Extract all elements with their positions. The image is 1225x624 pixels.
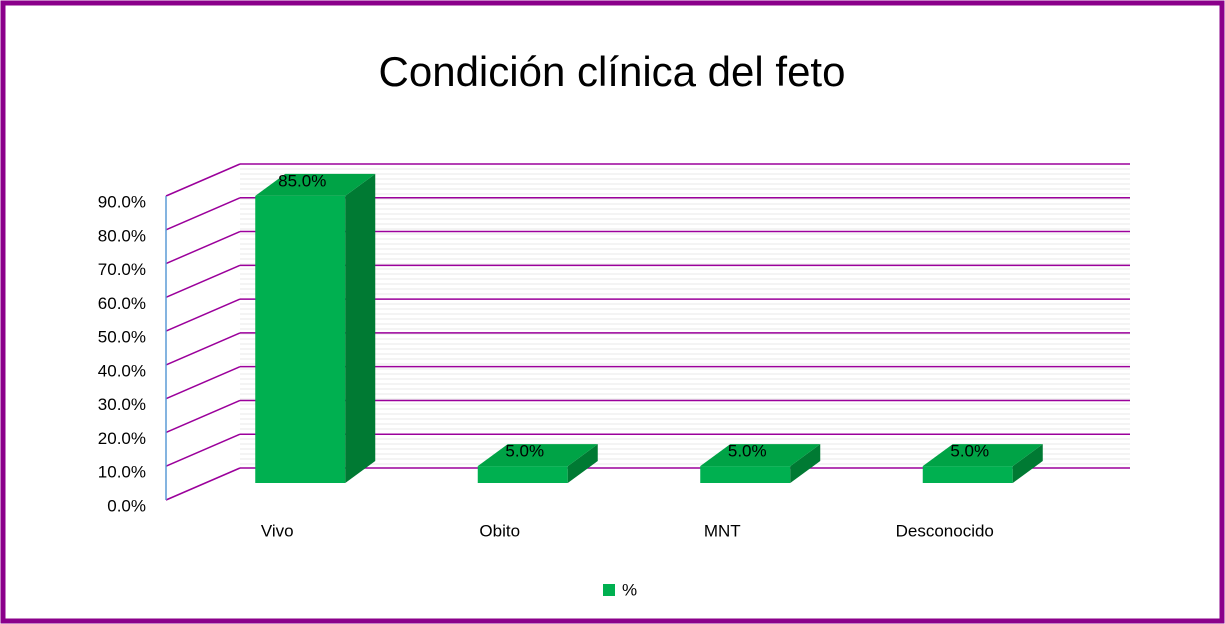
- y-tick-label: 40.0%: [98, 361, 146, 380]
- grid-line-side: [165, 298, 241, 332]
- grid-line-side: [165, 365, 241, 400]
- grid-line-side: [165, 332, 241, 366]
- x-tick-label: Vivo: [261, 521, 294, 540]
- grid-line-side: [165, 399, 241, 434]
- y-tick-label: 20.0%: [98, 429, 146, 448]
- y-tick-label: 60.0%: [98, 294, 146, 313]
- bar-top: [477, 444, 598, 467]
- y-tick-label: 70.0%: [98, 260, 146, 279]
- legend-label: %: [622, 580, 637, 599]
- grid-line-side: [165, 163, 241, 197]
- grid-line-side: [165, 264, 241, 299]
- grid-line-side: [165, 467, 241, 501]
- chart-title: Condición clínica del feto: [379, 48, 846, 95]
- bar-top: [922, 444, 1043, 467]
- y-tick-label: 50.0%: [98, 328, 146, 347]
- bar: [922, 466, 1013, 483]
- grid-line-side: [165, 433, 241, 467]
- grid-line-side: [165, 230, 241, 265]
- y-tick-label: 0.0%: [107, 496, 146, 515]
- bar-side: [345, 173, 376, 483]
- x-tick-label: Obito: [479, 521, 520, 540]
- bar: [255, 195, 346, 483]
- data-label: 85.0%: [278, 171, 326, 190]
- data-label: 5.0%: [728, 442, 767, 461]
- bar-top: [700, 444, 821, 467]
- y-tick-label: 80.0%: [98, 226, 146, 245]
- y-tick-label: 30.0%: [98, 395, 146, 414]
- x-tick-label: Desconocido: [896, 521, 994, 540]
- x-tick-label: MNT: [704, 521, 741, 540]
- data-label: 5.0%: [505, 442, 544, 461]
- bar-top: [255, 173, 376, 196]
- bar-side: [567, 444, 598, 483]
- y-tick-label: 90.0%: [98, 192, 146, 211]
- bar: [700, 466, 791, 483]
- bar: [477, 466, 568, 483]
- legend-swatch: [603, 584, 615, 596]
- data-label: 5.0%: [950, 442, 989, 461]
- y-tick-label: 10.0%: [98, 463, 146, 482]
- grid-line-side: [165, 197, 241, 231]
- bar-side: [1012, 444, 1043, 483]
- bar-side: [790, 444, 821, 483]
